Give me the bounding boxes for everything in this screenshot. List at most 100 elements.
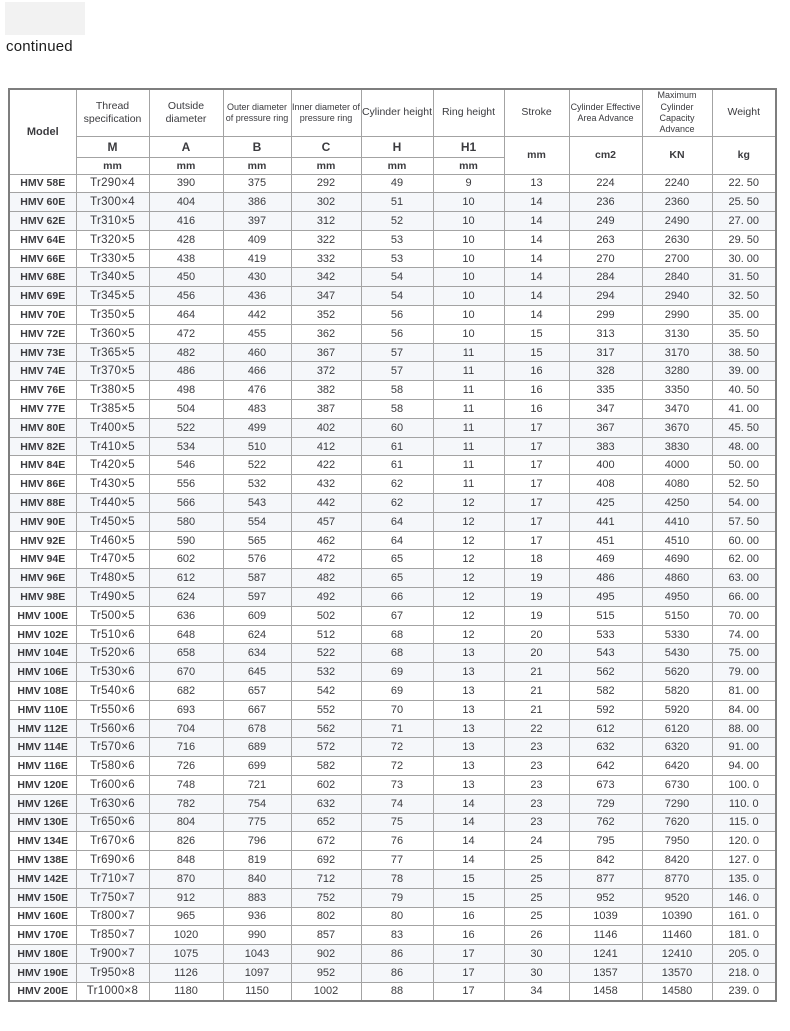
- col-header-cylinder-height: Cylinder height: [360, 88, 434, 137]
- value-cell: 857: [290, 925, 362, 946]
- value-cell: 13: [432, 643, 505, 664]
- table-row: HMV 74E Tr370×5 486 466 372 57 11 16 328 3280 39. …: [8, 361, 777, 382]
- value-cell: Tr950×8: [75, 962, 150, 983]
- value-cell: 1039: [568, 906, 643, 927]
- value-cell: 218. 0: [711, 962, 777, 983]
- value-cell: Tr750×7: [75, 887, 150, 908]
- value-cell: 726: [148, 756, 224, 776]
- value-cell: 8770: [641, 868, 713, 889]
- table-row: HMV 130E Tr650×6 804 775 652 75 14 23 762 7620 115…: [8, 812, 777, 833]
- value-cell: 472: [290, 549, 362, 570]
- model-cell: HMV 102E: [8, 624, 77, 645]
- value-cell: 45. 50: [711, 417, 777, 438]
- value-cell: 52: [360, 211, 434, 231]
- value-cell: 17: [432, 981, 505, 1002]
- value-cell: 21: [503, 681, 570, 701]
- value-cell: 1180: [148, 981, 224, 1002]
- symbol-m: M: [75, 135, 150, 158]
- value-cell: Tr710×7: [75, 868, 150, 889]
- value-cell: 775: [222, 812, 292, 833]
- value-cell: 25: [503, 906, 570, 927]
- model-cell: HMV 82E: [8, 436, 77, 457]
- value-cell: 35. 00: [711, 305, 777, 325]
- model-cell: HMV 150E: [8, 887, 77, 908]
- model-cell: HMV 142E: [8, 868, 77, 889]
- value-cell: 10390: [641, 906, 713, 927]
- value-cell: 9: [432, 173, 505, 194]
- value-cell: Tr480×5: [75, 568, 150, 589]
- value-cell: 566: [148, 493, 224, 513]
- value-cell: 2700: [641, 248, 713, 269]
- value-cell: 57: [360, 361, 434, 382]
- value-cell: 533: [568, 624, 643, 645]
- value-cell: 69: [360, 662, 434, 683]
- table-row: HMV 180E Tr900×7 1075 1043 902 86 17 30 1241 1241…: [8, 944, 777, 964]
- col-header-maximum-cylinder-capacity-advance: Maximum Cylinder Capacity Advance: [641, 88, 713, 137]
- value-cell: 335: [568, 380, 643, 401]
- value-cell: 3280: [641, 361, 713, 382]
- value-cell: 532: [222, 474, 292, 495]
- spec-table: Model Thread specification Outside diame…: [8, 88, 777, 1003]
- value-cell: 17: [503, 417, 570, 438]
- value-cell: 27. 00: [711, 211, 777, 231]
- value-cell: 469: [568, 549, 643, 570]
- model-cell: HMV 80E: [8, 417, 77, 438]
- value-cell: 704: [148, 718, 224, 739]
- value-cell: 451: [568, 530, 643, 551]
- value-cell: 632: [568, 737, 643, 758]
- value-cell: 73: [360, 775, 434, 795]
- unit-inner-mm: mm: [290, 156, 362, 175]
- value-cell: 562: [568, 662, 643, 683]
- value-cell: 17: [503, 474, 570, 495]
- value-cell: 587: [222, 568, 292, 589]
- value-cell: Tr420×5: [75, 455, 150, 476]
- value-cell: 642: [568, 756, 643, 776]
- value-cell: 224: [568, 173, 643, 194]
- value-cell: 476: [222, 380, 292, 401]
- value-cell: 13: [432, 756, 505, 776]
- value-cell: 3830: [641, 436, 713, 457]
- value-cell: 565: [222, 530, 292, 551]
- value-cell: 432: [290, 474, 362, 495]
- value-cell: Tr650×6: [75, 812, 150, 833]
- value-cell: 15: [432, 868, 505, 889]
- model-cell: HMV 98E: [8, 587, 77, 607]
- symbol-h: H: [360, 135, 434, 158]
- unit-area-cm2: cm2: [568, 135, 643, 175]
- value-cell: 670: [148, 662, 224, 683]
- value-cell: 30. 00: [711, 248, 777, 269]
- value-cell: 667: [222, 699, 292, 720]
- value-cell: 54: [360, 286, 434, 307]
- value-cell: 554: [222, 511, 292, 532]
- value-cell: 317: [568, 342, 643, 363]
- value-cell: 10: [432, 286, 505, 307]
- value-cell: 84. 00: [711, 699, 777, 720]
- value-cell: 72: [360, 737, 434, 758]
- unit-stroke-mm: mm: [503, 135, 570, 175]
- table-row: HMV 102E Tr510×6 648 624 512 68 12 20 533 5330 74.…: [8, 624, 777, 645]
- value-cell: 5620: [641, 662, 713, 683]
- value-cell: 624: [148, 587, 224, 607]
- table-row: HMV 104E Tr520×6 658 634 522 68 13 20 543 5430 75.…: [8, 643, 777, 664]
- value-cell: 16: [503, 380, 570, 401]
- model-cell: HMV 72E: [8, 323, 77, 344]
- value-cell: 347: [568, 399, 643, 419]
- unit-outer-mm: mm: [222, 156, 292, 175]
- value-cell: 17: [503, 436, 570, 457]
- value-cell: 74. 00: [711, 624, 777, 645]
- value-cell: 19: [503, 568, 570, 589]
- model-cell: HMV 74E: [8, 361, 77, 382]
- value-cell: 7290: [641, 793, 713, 814]
- value-cell: Tr365×5: [75, 342, 150, 363]
- value-cell: 466: [222, 361, 292, 382]
- value-cell: 34: [503, 981, 570, 1002]
- value-cell: 482: [148, 342, 224, 363]
- value-cell: 842: [568, 850, 643, 870]
- value-cell: 249: [568, 211, 643, 231]
- value-cell: 397: [222, 211, 292, 231]
- value-cell: 12: [432, 511, 505, 532]
- value-cell: 870: [148, 868, 224, 889]
- value-cell: 400: [568, 455, 643, 476]
- value-cell: 74: [360, 793, 434, 814]
- table-row: HMV 116E Tr580×6 726 699 582 72 13 23 642 6420 94.…: [8, 756, 777, 776]
